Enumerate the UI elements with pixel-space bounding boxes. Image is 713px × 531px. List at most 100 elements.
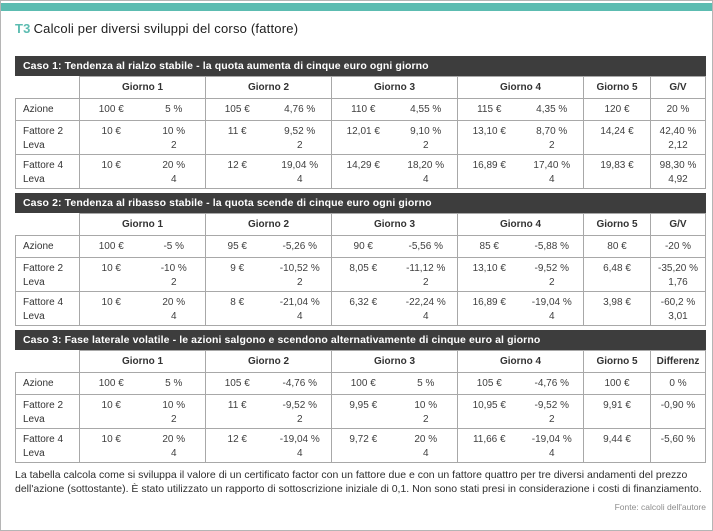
percent-cell: -10,52 % 2 [268, 257, 332, 292]
table-row: Fattore 4 Leva 10 €20 % 4 12 €19,04 % 4 14,29 … [15, 154, 706, 189]
price-cell: 9 € [205, 257, 269, 292]
price-cell: 12 € [205, 428, 269, 463]
percent-cell: 4,76 % [268, 98, 332, 121]
row-label: Azione [15, 98, 80, 121]
price-cell: 16,89 € [457, 154, 521, 189]
day-header: Giorno 5 [583, 350, 651, 373]
percent-cell: -22,24 % 4 [394, 291, 458, 326]
percent-cell: 10 % 2 [394, 394, 458, 429]
price-cell: 11,66 € [457, 428, 521, 463]
day-header: Giorno 3 [331, 76, 458, 99]
percent-cell: 4,35 % [520, 98, 584, 121]
percent-cell: 10 % 2 [142, 394, 206, 429]
price-cell: 105 € [205, 98, 269, 121]
percent-cell: 18,20 % 4 [394, 154, 458, 189]
price-cell: 14,29 € [331, 154, 395, 189]
price-cell: 12 € [205, 154, 269, 189]
percent-cell: 4,55 % [394, 98, 458, 121]
price-cell: 6,32 € [331, 291, 395, 326]
percent-cell: -4,76 % [520, 372, 584, 395]
percent-cell: 9,10 % 2 [394, 120, 458, 155]
day-header: Giorno 5 [583, 76, 651, 99]
percent-cell: -5 % [142, 235, 206, 258]
case-1-header: Caso 1: Tendenza al rialzo stabile - la … [15, 56, 706, 76]
day5-price-cell: 80 € [583, 235, 651, 258]
percent-cell: -11,12 % 2 [394, 257, 458, 292]
case-3-header: Caso 3: Fase laterale volatile - le azio… [15, 330, 706, 350]
price-cell: 12,01 € [331, 120, 395, 155]
table-row: Azione 100 € -5 % 95 € -5,26 % 90 € -5,56 % 85 … [15, 235, 706, 258]
day-header: Giorno 1 [79, 213, 206, 236]
table-row: Azione 100 €5 % 105 €4,76 % 110 €4,55 % 115 … [15, 98, 706, 121]
table-row: Fattore 4 Leva 10 €20 % 4 8 € -21,04 % 4 6,32 €… [15, 291, 706, 326]
price-cell: 95 € [205, 235, 269, 258]
percent-cell: -5,26 % [268, 235, 332, 258]
final-value-cell: -0,90 % [650, 394, 706, 429]
row-label: Fattore 2 Leva [15, 120, 80, 155]
row-label: Fattore 4 Leva [15, 154, 80, 189]
price-cell: 110 € [331, 98, 395, 121]
price-cell: 100 € [79, 372, 143, 395]
percent-cell: 5 % [142, 372, 206, 395]
price-cell: 11 € [205, 120, 269, 155]
percent-cell: 5 % [142, 98, 206, 121]
day-header: Giorno 2 [205, 350, 332, 373]
header-row: Giorno 1 Giorno 2 Giorno 3 Giorno 4 Giorno 5… [15, 350, 706, 373]
row-label: Azione [15, 235, 80, 258]
price-cell: 10 € [79, 428, 143, 463]
price-cell: 105 € [457, 372, 521, 395]
table-row: Fattore 2 Leva 10 €10 % 2 11 €9,52 % 2 12,01 €… [15, 120, 706, 155]
final-column-header: G/V [650, 76, 706, 99]
price-cell: 11 € [205, 394, 269, 429]
final-value-cell: -20 % [650, 235, 706, 258]
case-2-table: Giorno 1 Giorno 2 Giorno 3 Giorno 4 Giorno 5… [15, 213, 706, 326]
day5-price-cell: 3,98 € [583, 291, 651, 326]
row-label: Fattore 4 Leva [15, 428, 80, 463]
price-cell: 9,95 € [331, 394, 395, 429]
table-row: Fattore 2 Leva 10 €10 % 2 11 € -9,52 % 2 9,95 €… [15, 394, 706, 429]
header-row: Giorno 1 Giorno 2 Giorno 3 Giorno 4 Giorno 5… [15, 213, 706, 236]
cases-container: Caso 1: Tendenza al rialzo stabile - la … [15, 56, 706, 463]
table-footnote: La tabella calcola come si sviluppa il v… [15, 469, 702, 495]
percent-cell: -4,76 % [268, 372, 332, 395]
price-cell: 85 € [457, 235, 521, 258]
price-cell: 115 € [457, 98, 521, 121]
day-header: Giorno 5 [583, 213, 651, 236]
row-label: Fattore 4 Leva [15, 291, 80, 326]
price-cell: 13,10 € [457, 120, 521, 155]
case-1-table: Giorno 1 Giorno 2 Giorno 3 Giorno 4 Giorno 5… [15, 76, 706, 189]
price-cell: 13,10 € [457, 257, 521, 292]
day-header: Giorno 4 [457, 76, 584, 99]
percent-cell: 5 % [394, 372, 458, 395]
day-header: Giorno 1 [79, 76, 206, 99]
row-label: Fattore 2 Leva [15, 257, 80, 292]
percent-cell: -19,04 % 4 [268, 428, 332, 463]
percent-cell: -9,52 % 2 [520, 257, 584, 292]
accent-bar [1, 3, 712, 11]
price-cell: 100 € [331, 372, 395, 395]
price-cell: 16,89 € [457, 291, 521, 326]
page-title: T3 Calcoli per diversi sviluppi del corso… [15, 21, 698, 36]
final-value-cell: -5,60 % [650, 428, 706, 463]
final-value-cell: 98,30 % 4,92 [650, 154, 706, 189]
percent-cell: -21,04 % 4 [268, 291, 332, 326]
day5-price-cell: 9,91 € [583, 394, 651, 429]
header-row: Giorno 1 Giorno 2 Giorno 3 Giorno 4 Giorno 5… [15, 76, 706, 99]
case-2-header: Caso 2: Tendenza al ribasso stabile - la… [15, 193, 706, 213]
final-value-cell: 42,40 % 2,12 [650, 120, 706, 155]
corner-cell [15, 213, 80, 236]
percent-cell: 10 % 2 [142, 120, 206, 155]
price-cell: 9,72 € [331, 428, 395, 463]
day-header: Giorno 4 [457, 350, 584, 373]
day5-price-cell: 100 € [583, 372, 651, 395]
percent-cell: -9,52 % 2 [268, 394, 332, 429]
percent-cell: -19,04 % 4 [520, 428, 584, 463]
final-column-header: Differenz [650, 350, 706, 373]
percent-cell: 20 % 4 [142, 154, 206, 189]
price-cell: 8 € [205, 291, 269, 326]
price-cell: 90 € [331, 235, 395, 258]
price-cell: 10 € [79, 154, 143, 189]
day5-price-cell: 120 € [583, 98, 651, 121]
percent-cell: 20 % 4 [142, 428, 206, 463]
